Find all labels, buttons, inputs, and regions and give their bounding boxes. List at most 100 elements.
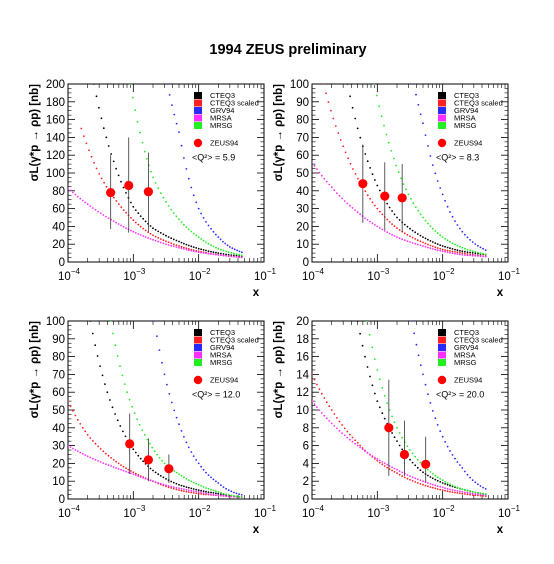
y-tick-label: 30 (296, 204, 309, 216)
curve-point (356, 211, 359, 214)
curve-point (406, 477, 409, 480)
curve-point (396, 468, 398, 471)
curve-point (411, 452, 414, 455)
curve-point (81, 199, 84, 202)
curve-point (157, 187, 160, 190)
curve-point (451, 454, 454, 456)
x-axis-label: x (253, 524, 260, 536)
curve-point (325, 401, 328, 404)
curve-point (152, 227, 154, 230)
curve-point (454, 243, 456, 246)
curve-point (96, 355, 99, 357)
y-tick-label: 0 (59, 494, 65, 506)
curve-point (235, 495, 238, 498)
curve-point (205, 241, 207, 244)
curve-point (466, 253, 469, 255)
curve-point (444, 249, 446, 252)
curve-point (378, 406, 381, 409)
curve-point (92, 440, 94, 442)
curve-point (215, 233, 217, 236)
curve-point (427, 238, 429, 241)
curve-point (407, 193, 410, 196)
curve-point (406, 445, 409, 447)
curve-point (464, 491, 466, 494)
curve-point (318, 388, 321, 391)
data-point (143, 455, 153, 465)
curve-point (152, 480, 154, 483)
curve-point (68, 444, 69, 447)
curve-point (386, 218, 389, 221)
curve-point (142, 235, 145, 238)
curve-point (449, 488, 451, 491)
curve-point (187, 446, 190, 449)
curve-point (107, 217, 110, 220)
curve-point (343, 434, 346, 437)
curve-point (456, 224, 459, 226)
curve-point (419, 234, 422, 237)
curve-point (212, 253, 215, 256)
series-mrsg (373, 84, 487, 256)
curve-point (403, 232, 406, 235)
curve-point (371, 384, 374, 387)
curve-point (380, 115, 383, 118)
curve-point (444, 441, 446, 443)
curve-point (192, 488, 195, 490)
curve-point (180, 484, 183, 487)
curve-point (215, 253, 217, 256)
curve-point (154, 182, 157, 184)
curve-point (175, 215, 178, 218)
curve-point (197, 251, 200, 254)
curve-point (431, 227, 434, 230)
curve-point (215, 251, 217, 254)
curve-point (137, 475, 140, 477)
curve-point (383, 462, 386, 465)
y-tick-label: 60 (296, 150, 309, 162)
curve-point (439, 187, 442, 189)
curve-point (356, 127, 359, 130)
curve-point (215, 490, 217, 493)
data-point (399, 449, 410, 460)
curve-point (386, 466, 389, 469)
curve-point (401, 475, 404, 477)
curve-point (200, 248, 203, 251)
curve-point (449, 484, 451, 487)
curve-point (225, 254, 228, 257)
curve-point (459, 487, 461, 490)
curve-point (398, 473, 401, 476)
curve-point (111, 406, 114, 409)
curve-point (89, 437, 92, 439)
curve-point (172, 238, 175, 241)
curve-point (409, 458, 411, 461)
curve-point (68, 400, 69, 402)
curve-point (107, 145, 110, 147)
curve-point (185, 490, 188, 493)
curve-point (466, 248, 469, 251)
series-cteq3 (89, 321, 243, 498)
curve-point (337, 132, 340, 135)
curve-point (217, 247, 220, 250)
curve-point (391, 432, 393, 434)
curve-point (127, 468, 130, 471)
y-tick-label: 30 (52, 441, 65, 453)
curve-point (187, 249, 190, 252)
curve-point (183, 476, 185, 479)
curve-point (217, 254, 220, 256)
legend-swatch (438, 351, 446, 359)
curve-point (464, 470, 466, 473)
curve-point (122, 225, 125, 228)
curve-point (322, 84, 325, 85)
curve-point (366, 366, 369, 368)
curve-point (469, 476, 471, 479)
curve-point (391, 210, 393, 212)
curve-point (144, 229, 147, 232)
curve-point (167, 486, 170, 489)
curve-point (471, 252, 474, 254)
curve-point (172, 487, 175, 490)
curve-point (439, 485, 442, 488)
curve-point (392, 157, 395, 160)
curve-point (122, 209, 125, 212)
curve-point (482, 486, 484, 489)
curve-point (424, 134, 427, 137)
curve-point (361, 344, 364, 347)
